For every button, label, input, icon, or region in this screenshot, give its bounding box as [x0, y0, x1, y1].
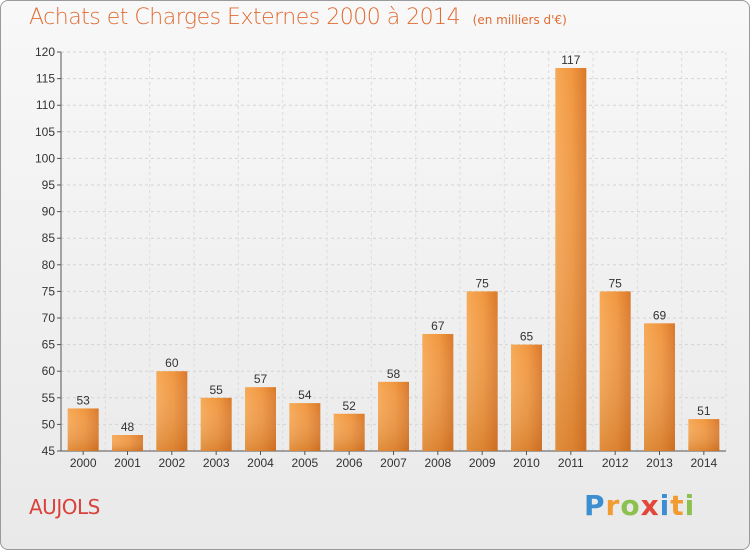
- data-label: 57: [254, 372, 268, 386]
- x-tick-label: 2004: [247, 456, 274, 470]
- x-tick-label: 2007: [380, 456, 407, 470]
- bar-shade: [555, 67, 587, 452]
- x-tick-label: 2002: [158, 456, 185, 470]
- x-tick-label: 2014: [690, 456, 717, 470]
- bar-shade: [289, 403, 321, 451]
- data-label: 48: [121, 420, 135, 434]
- x-tick-label: 2003: [203, 456, 230, 470]
- y-tick-label: 120: [35, 45, 55, 59]
- x-tick-label: 2006: [336, 456, 363, 470]
- data-label: 75: [475, 276, 489, 290]
- data-label: 67: [431, 319, 445, 333]
- y-tick-label: 55: [42, 391, 56, 405]
- bar-shade: [599, 291, 631, 451]
- bar-shade: [422, 333, 454, 451]
- y-tick-label: 80: [42, 258, 56, 272]
- logo-letter: P: [584, 489, 606, 522]
- y-tick-label: 100: [35, 151, 55, 165]
- bar-layer: [67, 67, 720, 452]
- logo-letter: i: [659, 489, 671, 522]
- data-label: 55: [209, 383, 223, 397]
- bar-shade: [688, 419, 720, 451]
- logo-letter: i: [684, 489, 696, 522]
- y-tick-label: 60: [42, 364, 56, 378]
- bar-shade: [466, 291, 498, 451]
- data-label: 52: [342, 399, 356, 413]
- x-tick-label: 2011: [558, 456, 584, 470]
- data-label: 75: [608, 276, 622, 290]
- y-tick-label: 115: [36, 72, 55, 86]
- y-tick-label: 90: [42, 205, 56, 219]
- x-tick-label: 2009: [469, 456, 496, 470]
- data-label: 69: [653, 308, 667, 322]
- title-row: Achats et Charges Externes 2000 à 2014 (…: [29, 5, 567, 30]
- x-tick-label: 2008: [424, 456, 451, 470]
- data-label: 51: [697, 404, 711, 418]
- data-label: 60: [165, 356, 179, 370]
- y-tick-label: 50: [42, 417, 56, 431]
- y-tick-label: 75: [42, 284, 56, 298]
- y-tick-label: 65: [42, 338, 56, 352]
- logo-letter: o: [620, 489, 641, 522]
- bar-shade: [112, 435, 143, 451]
- bar-shade: [156, 371, 188, 451]
- label-layer: 53 48 60 55 57 54 52 58 67 75 65 117 75 69 51: [76, 53, 710, 434]
- y-tick-label: 70: [42, 311, 56, 325]
- bar-shade: [333, 413, 365, 451]
- bar-shade: [644, 323, 675, 451]
- logo-letter: x: [640, 489, 660, 522]
- y-tick-label: 105: [35, 125, 55, 139]
- y-tick-label: 85: [42, 231, 56, 245]
- data-label: 53: [76, 393, 90, 407]
- y-tick-label: 95: [42, 178, 56, 192]
- x-tick-label: 2010: [513, 456, 540, 470]
- y-tick-label: 110: [36, 98, 55, 112]
- x-tick-label: 2013: [646, 456, 673, 470]
- data-label: 117: [561, 53, 580, 67]
- axis-layer: 45 50 55 60 65 70 75 80 85 90 95 100 105 110 115 120 200…: [35, 45, 726, 470]
- chart-unit: (en milliers d'€): [472, 13, 567, 27]
- commune-name: AUJOLS: [29, 495, 100, 519]
- proxiti-logo[interactable]: Proxiti: [584, 489, 695, 522]
- bar-shade: [511, 344, 542, 451]
- logo-letter: t: [670, 489, 685, 522]
- bar-shade: [378, 381, 409, 451]
- logo-letter: r: [605, 489, 621, 522]
- bar-shade: [67, 408, 99, 451]
- x-tick-label: 2005: [291, 456, 318, 470]
- data-label: 58: [387, 367, 401, 381]
- y-tick-label: 45: [42, 444, 56, 458]
- x-tick-label: 2000: [70, 456, 97, 470]
- x-tick-label: 2012: [602, 456, 629, 470]
- data-label: 65: [520, 330, 534, 344]
- chart-title: Achats et Charges Externes 2000 à 2014: [29, 5, 461, 30]
- bar-shade: [200, 397, 232, 451]
- data-label: 54: [298, 388, 312, 402]
- bar-shade: [245, 387, 276, 451]
- x-tick-label: 2001: [114, 456, 141, 470]
